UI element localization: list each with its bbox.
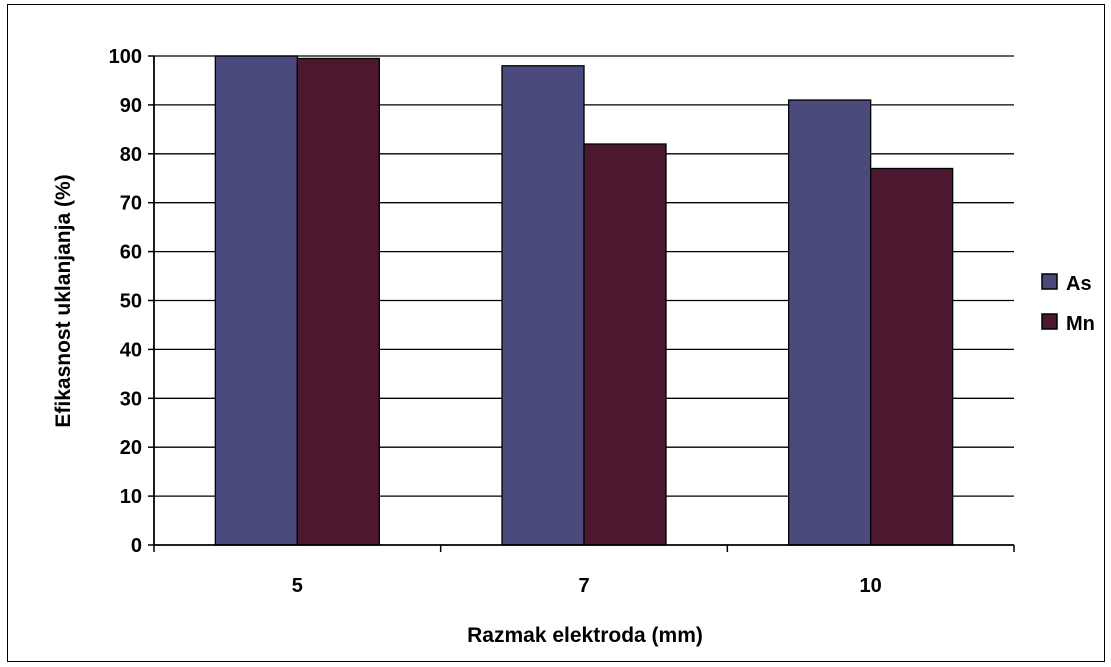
bar-as-7 [501, 65, 585, 546]
bar-mn-5 [296, 57, 380, 546]
legend-swatch-as [1041, 273, 1058, 290]
bar-mn-7 [583, 143, 667, 546]
legend-swatch-mn [1041, 313, 1058, 330]
x-tick-label-10: 10 [860, 575, 882, 597]
y-tick-label-90: 90 [120, 95, 142, 117]
x-tick-label-7: 7 [578, 575, 589, 597]
y-tick-label-10: 10 [120, 486, 142, 508]
bar-as-5 [214, 55, 298, 546]
bars [214, 55, 954, 546]
bar-as-10 [788, 99, 872, 546]
y-tick-label-80: 80 [120, 144, 142, 166]
legend-label-mn: Mn [1066, 313, 1095, 335]
legend-label-as: As [1066, 273, 1092, 295]
bar-mn-10 [870, 167, 954, 546]
axes: 0 10 20 30 40 50 60 70 80 90 100 5 7 10 [109, 46, 1015, 597]
y-tick-label-0: 0 [131, 535, 142, 557]
y-tick-label-50: 50 [120, 291, 142, 313]
x-tick-label-5: 5 [292, 575, 303, 597]
y-tick-label-40: 40 [120, 339, 142, 361]
y-tick-label-100: 100 [109, 46, 142, 68]
y-tick-label-60: 60 [120, 242, 142, 264]
legend: As Mn [1041, 273, 1095, 335]
y-axis-title: Efikasnost uklanjanja (%) [52, 174, 75, 427]
y-tick-label-20: 20 [120, 437, 142, 459]
x-axis-title: Razmak elektroda (mm) [467, 624, 703, 647]
y-tick-label-30: 30 [120, 388, 142, 410]
y-tick-label-70: 70 [120, 193, 142, 215]
